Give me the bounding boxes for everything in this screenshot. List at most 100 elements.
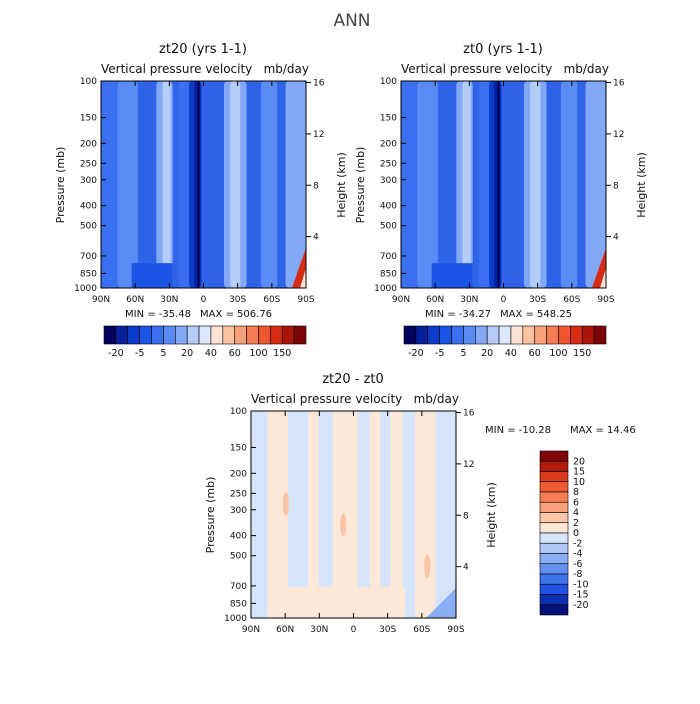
colorbar-label: 2 — [573, 518, 579, 529]
colorbar-swatch — [539, 573, 569, 585]
colorbar-swatch — [210, 325, 224, 345]
x-tick-label: 90S — [597, 295, 614, 305]
colorbar-swatch — [174, 325, 188, 345]
x-tick-label: 0 — [201, 295, 207, 305]
colorbar-swatch — [539, 532, 569, 544]
y-tick-label: 1000 — [224, 614, 247, 624]
y-tick-label: 400 — [230, 532, 247, 542]
colorbar-swatch — [539, 501, 569, 513]
contour-band-2 — [333, 411, 358, 618]
colorbar-label: 100 — [249, 348, 267, 359]
contour-band-corner — [592, 248, 606, 288]
colorbar-swatch — [403, 325, 417, 345]
colorbar-swatch — [463, 325, 476, 345]
colorbar-swatch — [539, 604, 569, 616]
panel-subtitle-variable: Vertical pressure velocity — [401, 62, 552, 76]
y-tick-label: 150 — [380, 113, 397, 123]
figure-title: ANN — [333, 11, 370, 31]
max-label: MAX = 14.46 — [570, 425, 636, 436]
contour-band-lower — [431, 263, 473, 288]
x-tick-label: 30S — [529, 295, 546, 305]
colorbar-label: -20 — [573, 600, 589, 611]
y-tick-label: 300 — [80, 176, 97, 186]
contour-band-11 — [285, 81, 306, 288]
colorbar-swatch — [539, 491, 569, 503]
colorbar-label: 60 — [229, 348, 241, 359]
colorbar-swatch — [439, 325, 452, 345]
y-axis-pressure: 100 150 200 250 300 400 500 700 850 1000 — [224, 407, 256, 624]
y-tick-label: 300 — [380, 176, 397, 186]
panel-subtitle-units: mb/day — [564, 62, 609, 76]
contour-band-3 — [162, 81, 171, 288]
x-tick-label: 30N — [160, 295, 178, 305]
colorbar-swatch — [281, 325, 295, 345]
y-tick-label: 850 — [80, 269, 97, 279]
y-tick-label: 500 — [380, 222, 397, 232]
colorbar-swatch — [498, 325, 512, 345]
contour-band-11 — [585, 81, 606, 288]
panel-subtitle-variable: Vertical pressure velocity — [101, 62, 252, 76]
y-axis-height: 16 12 8 4 — [456, 409, 475, 573]
y-tick-label: 100 — [230, 407, 247, 417]
contour-band-5 — [415, 411, 436, 618]
x-tick-label: 30N — [460, 295, 478, 305]
contour-band-4 — [390, 411, 403, 618]
colorbar-swatch — [534, 325, 547, 345]
colorbar-swatch — [539, 583, 569, 595]
y2-tick-label: 16 — [463, 409, 475, 419]
y2-tick-label: 4 — [313, 233, 319, 243]
colorbar-label: 20 — [573, 456, 585, 467]
y-axis-pressure: 100 150 200 250 300 400 500 700 850 1000 — [74, 77, 106, 294]
min-label: MIN = -34.27 — [425, 309, 491, 320]
colorbar-swatch — [539, 450, 569, 462]
y-tick-label: 400 — [380, 202, 397, 212]
x-tick-label: 0 — [351, 625, 357, 635]
colorbar-label: -10 — [573, 579, 589, 590]
panel-title: zt20 - zt0 — [322, 372, 384, 387]
colorbar-label: 150 — [273, 348, 291, 359]
y-axis-height: 16 12 8 4 — [606, 79, 625, 243]
y-tick-label: 100 — [380, 77, 397, 87]
panel-title: zt20 (yrs 1-1) — [159, 42, 247, 57]
colorbar-swatch — [270, 325, 283, 345]
y-axis-label: Pressure (mb) — [204, 477, 217, 554]
y2-axis-label: Height (km) — [335, 152, 348, 218]
min-label: MIN = -35.48 — [125, 309, 191, 320]
colorbar-label: 40 — [505, 348, 517, 359]
contour-field — [251, 411, 456, 618]
contour-blob-1 — [340, 512, 347, 537]
colorbar: -20 -5 5 20 40 60 100 150 — [103, 325, 307, 359]
colorbar-swatch — [546, 325, 559, 345]
contour-band-corner-light — [600, 268, 606, 288]
contour-field — [401, 81, 606, 288]
x-tick-label: 30S — [229, 295, 246, 305]
y-tick-label: 500 — [80, 222, 97, 232]
colorbar-swatch — [139, 325, 152, 345]
y2-tick-label: 12 — [463, 460, 474, 470]
colorbar-label: -2 — [573, 538, 582, 549]
y-tick-label: 250 — [80, 159, 97, 169]
x-axis: 90N 60N 30N 0 30S 60S 90S — [392, 81, 615, 305]
colorbar-label: -6 — [573, 559, 582, 570]
x-axis: 90N 60N 30N 0 30S 60S 90S — [242, 411, 465, 635]
colorbar-swatch — [486, 325, 500, 345]
colorbar-swatch — [510, 325, 524, 345]
y-axis-label: Pressure (mb) — [54, 147, 67, 224]
x-tick-label: 90N — [242, 625, 260, 635]
colorbar-swatch — [558, 325, 571, 345]
y2-tick-label: 4 — [613, 233, 619, 243]
colorbar-swatch — [427, 325, 440, 345]
y-tick-label: 300 — [230, 506, 247, 516]
contour-band-9 — [230, 81, 241, 288]
contour-blob-2 — [424, 554, 431, 579]
colorbar-swatch — [474, 325, 488, 345]
colorbar-label: 60 — [529, 348, 541, 359]
contour-band-0 — [267, 411, 288, 618]
contour-band-lower — [281, 586, 405, 618]
colorbar-label: -5 — [435, 348, 444, 359]
y-tick-label: 200 — [380, 139, 397, 149]
y-tick-label: 100 — [80, 77, 97, 87]
colorbar-swatch — [593, 325, 607, 345]
colorbar-swatch — [258, 325, 271, 345]
